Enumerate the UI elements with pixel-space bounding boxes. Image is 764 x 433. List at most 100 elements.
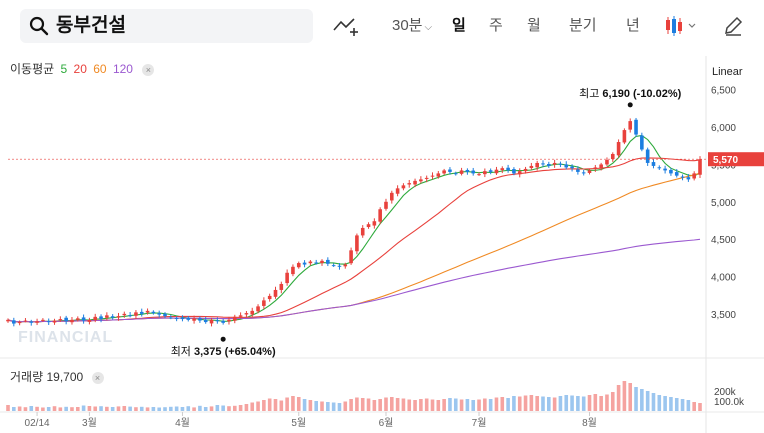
volume-bar	[6, 405, 10, 411]
volume-bar	[430, 399, 435, 411]
volume-bar	[564, 395, 569, 411]
volume-bar	[23, 407, 28, 411]
close-icon[interactable]: ×	[142, 64, 155, 76]
candle-body	[494, 169, 499, 174]
volume-bar	[634, 387, 638, 411]
period-30min-dropdown[interactable]: 30분 ⌵	[392, 17, 433, 34]
period-year-tab[interactable]: 년	[626, 17, 640, 34]
volume-bar	[517, 396, 522, 411]
volume-bar	[378, 399, 382, 411]
volume-bar	[581, 396, 586, 411]
volume-bar	[622, 381, 627, 411]
candle-body	[459, 170, 464, 174]
candle-body	[419, 179, 423, 182]
candle-body	[442, 170, 446, 174]
volume-value: 19,700	[46, 370, 84, 384]
volume-bar	[360, 398, 365, 411]
candle-body	[105, 315, 109, 318]
volume-bar	[640, 389, 644, 411]
current-price-label: 5,570	[713, 155, 738, 166]
x-tick-label: 7월	[472, 417, 487, 429]
candle-body	[657, 167, 662, 169]
y-tick-label: 6,000	[711, 123, 736, 134]
search-icon[interactable]	[29, 16, 49, 36]
scale-type-selector[interactable]: Linear	[712, 66, 743, 78]
volume-bar	[651, 393, 656, 411]
candle-body	[453, 173, 458, 175]
volume-bar	[64, 406, 68, 411]
volume-bar	[93, 406, 98, 411]
candle-body	[581, 172, 586, 174]
candle-body	[634, 119, 638, 135]
volume-bar	[448, 398, 452, 411]
search-input[interactable]: 동부건설	[56, 15, 126, 36]
candle-body	[535, 162, 539, 168]
volume-bar	[413, 400, 417, 411]
volume-bar	[419, 399, 423, 411]
period-day-tab[interactable]: 일	[452, 17, 466, 34]
candle-body	[262, 300, 266, 306]
candle-body	[698, 159, 702, 175]
period-quarter-tab[interactable]: 분기	[569, 17, 597, 34]
volume-bar	[663, 396, 667, 411]
volume-bar	[267, 398, 272, 411]
candle-body	[395, 188, 400, 194]
candle-body	[430, 175, 435, 177]
candle-body	[75, 318, 80, 320]
high-marker	[627, 102, 633, 108]
candle-body	[273, 289, 278, 297]
candle-body	[506, 167, 510, 171]
volume-bar	[41, 407, 45, 411]
volume-bar	[657, 395, 662, 411]
period-month-tab[interactable]: 월	[527, 17, 541, 34]
pencil-icon[interactable]	[722, 14, 744, 38]
volume-axis-label: 100.0k	[714, 397, 745, 408]
volume-bar	[105, 406, 109, 411]
price-chart[interactable]: FINANCIAL 3,5004,0004,5005,0005,5006,000…	[0, 56, 764, 433]
volume-bar	[424, 398, 429, 411]
volume-bar	[12, 407, 16, 411]
candle-body	[366, 224, 371, 228]
candle-body	[128, 315, 132, 317]
volume-bar	[686, 400, 691, 411]
volume-bar	[296, 397, 301, 411]
y-tick-label: 6,500	[711, 86, 736, 97]
volume-bar	[198, 405, 202, 411]
volume-bar	[349, 399, 353, 411]
candle-body	[250, 310, 255, 315]
volume-bar	[576, 396, 580, 411]
candle-body	[529, 165, 534, 169]
candle-body	[256, 306, 260, 312]
candle-body	[296, 263, 301, 268]
candle-body	[139, 311, 144, 314]
candlestick-type-icon[interactable]	[664, 14, 700, 38]
candle-body	[174, 318, 179, 320]
volume-bar	[610, 392, 615, 411]
candle-body	[238, 315, 243, 317]
candle-body	[610, 153, 615, 160]
candle-body	[424, 177, 429, 179]
volume-bar	[436, 400, 441, 411]
candle-body	[70, 319, 74, 323]
candle-body	[23, 320, 28, 322]
candle-body	[326, 259, 330, 264]
candle-body	[651, 162, 656, 166]
candle-body	[413, 180, 417, 185]
volume-bar	[75, 407, 80, 411]
candle-body	[331, 265, 336, 267]
candle-body	[93, 316, 98, 321]
close-icon[interactable]: ×	[91, 372, 104, 384]
trendline-draw-icon[interactable]	[332, 14, 358, 38]
candle-body	[605, 159, 609, 165]
candle-body	[517, 171, 522, 175]
ma-line-120	[7, 238, 701, 323]
volume-bar	[17, 406, 22, 411]
volume-axis-label: 200k	[714, 387, 737, 398]
candle-body	[680, 176, 685, 178]
candle-body	[134, 312, 138, 316]
volume-bar	[343, 401, 348, 411]
period-week-tab[interactable]: 주	[489, 17, 503, 34]
search-box[interactable]: 동부건설	[20, 9, 313, 43]
volume-bar	[506, 398, 510, 411]
volume-bar	[442, 399, 446, 411]
